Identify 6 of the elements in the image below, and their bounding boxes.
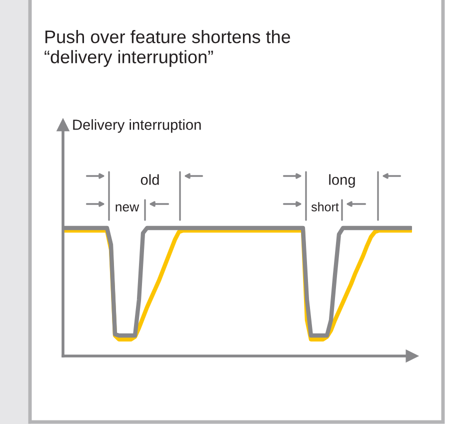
chart-title: Push over feature shortens the “delivery interruption”: [44, 30, 290, 67]
text: new: [116, 204, 140, 212]
text: long: [329, 174, 355, 188]
text: Delivery interruption: [73, 119, 201, 133]
text: short: [311, 202, 339, 212]
text: old: [140, 174, 159, 185]
